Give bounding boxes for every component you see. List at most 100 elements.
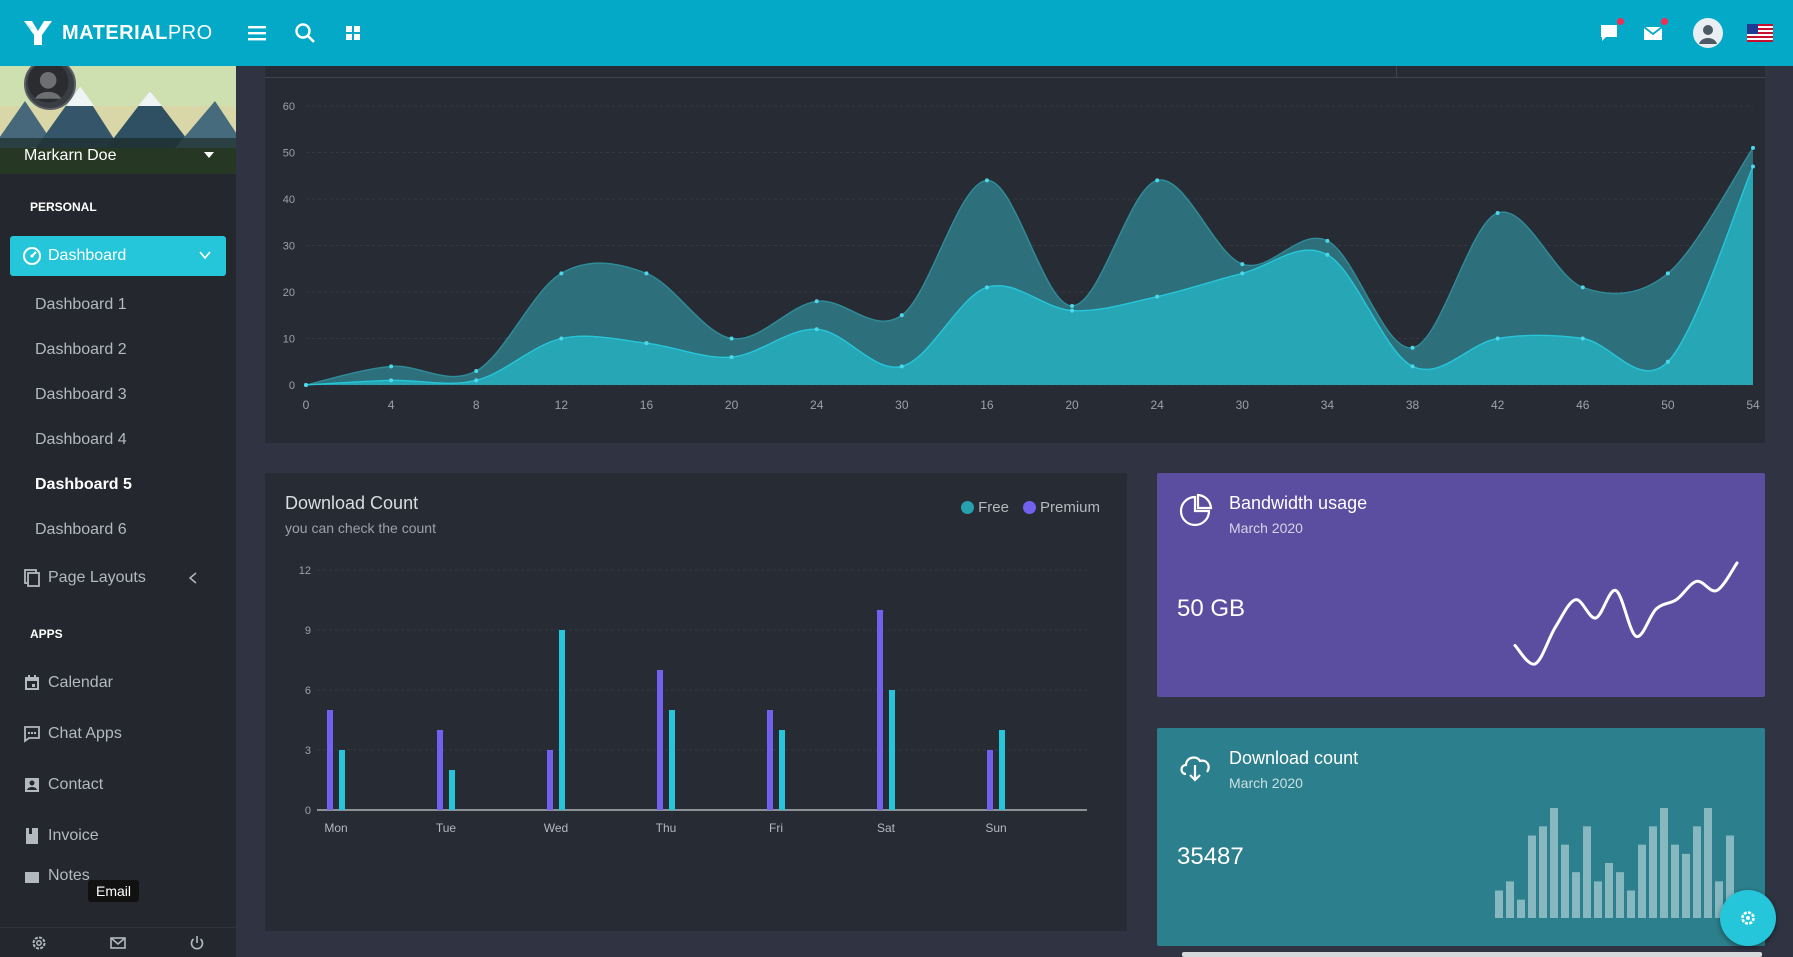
spark-bar [1616,872,1624,918]
download-widget-value: 35487 [1177,843,1244,870]
horizontal-scrollbar[interactable] [1182,952,1762,957]
profile-name-label: Markarn Doe [24,147,117,164]
sidebar-item-invoice[interactable]: Invoice [0,810,236,861]
x-tick-label: 54 [1746,398,1760,412]
bar-free [559,630,565,810]
data-point [1580,336,1585,341]
sidebar-item-chat-apps[interactable]: Chat Apps [0,708,236,759]
cloud-download-icon [1180,756,1210,782]
y-tick-label: 6 [305,685,311,697]
x-tick-label: 24 [1150,398,1164,412]
menu-icon[interactable] [246,22,268,44]
sidebar-subitem-dashboard-1[interactable]: Dashboard 1 [35,296,127,313]
profile-avatar[interactable] [24,66,76,110]
sidebar-subitem-dashboard-6[interactable]: Dashboard 6 [35,521,127,538]
x-tick-label: Thu [656,821,677,835]
data-point [559,336,564,341]
power-icon[interactable] [188,934,206,952]
bandwidth-title: Bandwidth usage [1229,493,1368,513]
us-flag-icon[interactable] [1747,24,1773,42]
sidebar-footer [0,927,236,957]
data-point [1580,285,1585,290]
x-tick-label: 20 [725,398,739,412]
sidebar-item-dashboard[interactable]: Dashboard [10,236,226,276]
spark-bar [1671,844,1679,918]
messages-button[interactable] [1641,18,1668,45]
sidebar-item-dashboard-label: Dashboard [48,247,127,264]
data-point [1325,238,1330,243]
data-point [1410,364,1415,369]
calendar-icon [25,674,39,690]
x-tick-label: 24 [810,398,824,412]
data-point [1155,178,1160,183]
bar-free [889,690,895,810]
spark-bar [1638,844,1646,918]
card-divider-tick [1396,66,1397,77]
sidebar-subitem-dashboard-5[interactable]: Dashboard 5 [35,476,132,493]
user-avatar-button[interactable] [1693,18,1723,48]
area-chart-card: 0 10 20 30 40 50 60 0 4 8 12 16 20 24 30 16 20 24 30 34 38 42… [265,66,1765,443]
data-point [899,364,904,369]
y-tick-label: 0 [289,380,295,392]
profile-name[interactable]: Markarn Doe [0,138,236,174]
area-series-1 [306,147,1753,385]
sidebar-subitem-dashboard-3[interactable]: Dashboard 3 [35,386,127,403]
sidebar-item-page-layouts[interactable]: Page Layouts [0,552,236,603]
download-count-subtitle: you can check the count [285,520,436,536]
data-point [474,369,479,374]
y-tick-label: 0 [305,805,311,817]
spark-bar [1649,826,1657,918]
spark-bar [1726,835,1734,918]
bar-premium [877,610,883,810]
sidebar-item-contact[interactable]: Contact [0,759,236,810]
bar-premium [987,750,993,810]
spark-bar [1550,808,1558,918]
x-tick-label: 38 [1406,398,1420,412]
bar-free [999,730,1005,810]
sidebar-item-notes-label: Notes [48,867,90,884]
bandwidth-subtitle: March 2020 [1229,520,1303,536]
bar-free [449,770,455,810]
data-point [559,271,564,276]
x-tick-label: Tue [436,821,457,835]
download-bar-chart: 0 3 6 9 12 Mon Tue Wed Thu Fri Sat Sun [299,565,1087,835]
data-point [1751,164,1755,169]
notifications-button[interactable] [1597,18,1624,45]
y-tick-label: 9 [305,625,311,637]
line-series-1 [305,147,1754,386]
settings-fab-button[interactable] [1720,890,1776,946]
sidebar-item-calendar[interactable]: Calendar [0,657,236,708]
sidebar-subitem-dashboard-2[interactable]: Dashboard 2 [35,341,127,358]
spark-bar [1693,826,1701,918]
bar-premium [327,710,333,810]
chevron-down-icon [199,251,211,260]
data-point [474,378,479,383]
spark-bar [1561,844,1569,918]
x-tick-label: 8 [473,398,480,412]
bandwidth-usage-card: Bandwidth usage March 2020 50 GB [1157,473,1765,697]
x-tick-label: 4 [388,398,395,412]
settings-gear-icon[interactable] [30,934,48,952]
x-tick-label: 20 [1065,398,1079,412]
search-icon[interactable] [294,22,316,44]
chat-icon [24,725,40,743]
download-count-card: Download Count you can check the count F… [265,473,1127,931]
brand-name: MATERIALPRO [62,21,213,44]
email-icon[interactable] [109,934,127,952]
data-point [304,383,308,387]
download-widget-subtitle: March 2020 [1229,775,1303,791]
spark-bar [1682,853,1690,918]
data-point [814,327,819,332]
download-sparkbars [1495,808,1734,918]
brand[interactable]: MATERIALPRO [22,19,236,47]
sidebar-item-notes[interactable]: Notes [0,861,236,891]
profile-panel: Markarn Doe [0,66,236,174]
sidebar-subitem-dashboard-4[interactable]: Dashboard 4 [35,431,127,448]
apps-grid-icon[interactable] [342,22,364,44]
chat-bubble-icon [1601,25,1617,41]
spark-bar [1605,863,1613,918]
data-point [1665,359,1670,364]
contact-card-icon [25,777,39,792]
data-point [644,271,649,276]
spark-bar [1517,899,1525,918]
